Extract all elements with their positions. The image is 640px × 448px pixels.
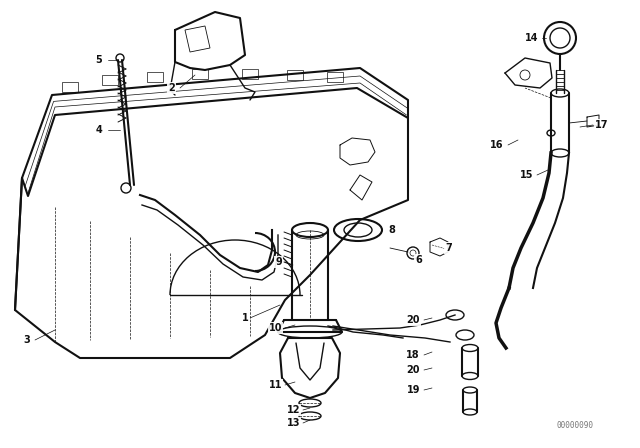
Text: 20: 20 (406, 365, 420, 375)
Text: 11: 11 (269, 380, 282, 390)
Text: 10: 10 (269, 323, 282, 333)
Text: 6: 6 (415, 255, 422, 265)
Text: 7: 7 (445, 243, 452, 253)
Text: 14: 14 (525, 33, 538, 43)
Text: 15: 15 (520, 170, 533, 180)
Text: 00000090: 00000090 (557, 421, 593, 430)
Text: 9: 9 (275, 257, 282, 267)
Text: 2: 2 (168, 83, 175, 93)
Text: 19: 19 (406, 385, 420, 395)
Text: 18: 18 (406, 350, 420, 360)
Text: 3: 3 (23, 335, 30, 345)
Text: 20: 20 (406, 315, 420, 325)
Text: 16: 16 (490, 140, 503, 150)
Text: 12: 12 (287, 405, 300, 415)
Text: 13: 13 (287, 418, 300, 428)
Text: 1: 1 (242, 313, 249, 323)
Text: 4: 4 (95, 125, 102, 135)
Text: 5: 5 (95, 55, 102, 65)
Text: 17: 17 (595, 120, 609, 130)
Text: 8: 8 (388, 225, 395, 235)
